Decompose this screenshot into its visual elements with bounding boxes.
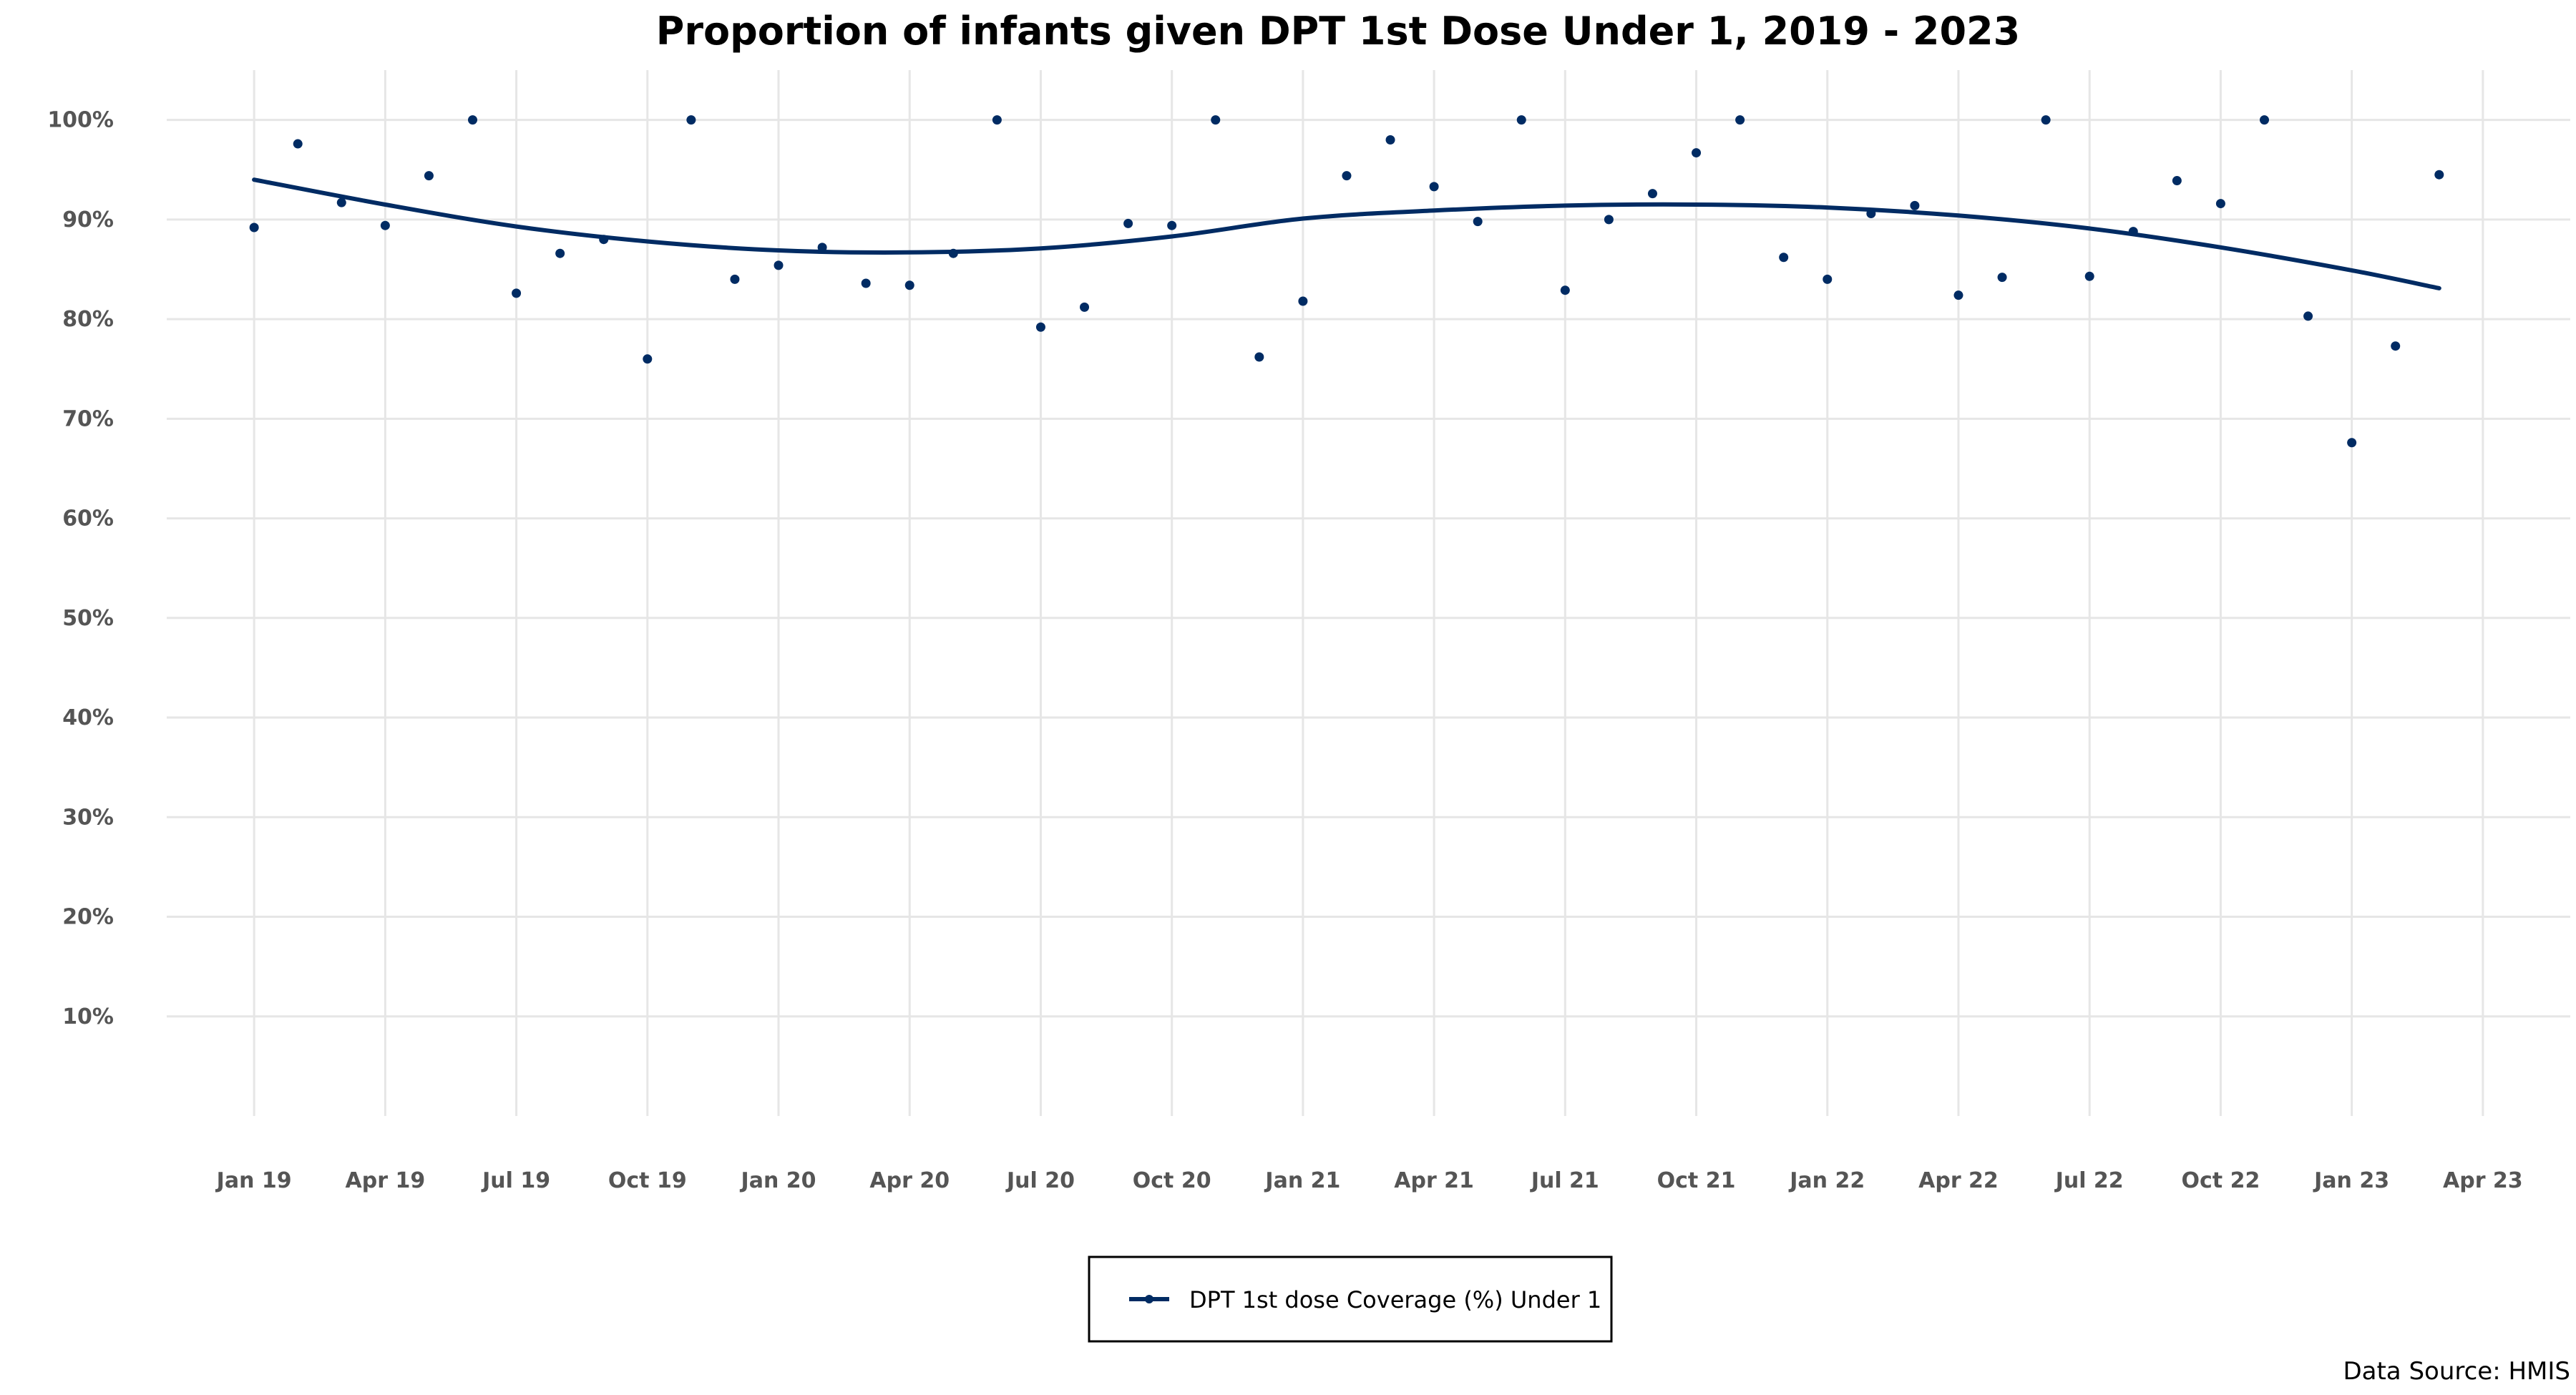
x-tick-label: Apr 21 (1394, 1168, 1474, 1193)
data-point (2391, 341, 2401, 351)
x-tick-label: Oct 19 (608, 1168, 687, 1193)
data-point (1823, 274, 1833, 284)
data-point (1342, 171, 1352, 181)
data-point (1298, 296, 1308, 306)
data-point (1604, 215, 1614, 225)
data-point (1254, 352, 1264, 362)
data-point (774, 260, 784, 270)
x-tick-label: Apr 22 (1918, 1168, 1999, 1193)
data-point (1473, 217, 1483, 227)
data-point (2041, 115, 2051, 125)
y-tick-label: 20% (62, 905, 114, 930)
data-point (1997, 273, 2007, 283)
data-point (2434, 170, 2444, 180)
data-point (1692, 148, 1702, 158)
legend: DPT 1st dose Coverage (%) Under 1 (1088, 1256, 1613, 1343)
legend-series-label: DPT 1st dose Coverage (%) Under 1 (1189, 1286, 1601, 1313)
y-tick-label: 60% (62, 506, 114, 532)
x-tick-label: Jul 19 (481, 1168, 550, 1193)
y-tick-label: 40% (62, 705, 114, 730)
y-tick-label: 80% (62, 307, 114, 332)
data-point (948, 248, 958, 258)
data-point (599, 235, 609, 245)
y-axis-ticks: 10% 20% 30% 40% 50% 60% 70% 80% 90% 100% (47, 108, 114, 1029)
data-point (293, 139, 303, 149)
data-point (1953, 290, 1963, 300)
x-tick-label: Jan 22 (1788, 1168, 1865, 1193)
data-point (817, 243, 827, 253)
x-tick-label: Jul 22 (2054, 1168, 2124, 1193)
x-tick-label: Oct 20 (1133, 1168, 1211, 1193)
x-tick-label: Oct 21 (1657, 1168, 1736, 1193)
data-point (861, 278, 871, 288)
data-point (2259, 115, 2269, 125)
trend-line-group (252, 177, 2441, 290)
data-point (1035, 322, 1045, 332)
y-tick-label: 90% (62, 207, 114, 232)
data-point (1560, 285, 1570, 295)
legend-series-dot-icon (1145, 1295, 1153, 1303)
x-tick-label: Oct 22 (2182, 1168, 2260, 1193)
data-point (1647, 189, 1657, 199)
trend-line (252, 177, 2441, 290)
data-point (686, 115, 696, 125)
x-tick-label: Apr 20 (869, 1168, 950, 1193)
data-point (468, 115, 478, 125)
data-point (424, 171, 434, 181)
data-point (643, 354, 653, 364)
data-points (249, 115, 2444, 448)
data-point (1516, 115, 1526, 125)
data-point (992, 115, 1002, 125)
data-point (2084, 271, 2094, 281)
x-tick-label: Apr 23 (2443, 1168, 2523, 1193)
data-point (512, 288, 522, 298)
data-point (2128, 227, 2138, 237)
data-point (1385, 134, 1395, 145)
data-point (1429, 182, 1439, 192)
data-point (1735, 115, 1745, 125)
y-tick-label: 70% (62, 406, 114, 431)
x-tick-label: Jan 23 (2313, 1168, 2389, 1193)
data-point (1779, 253, 1789, 263)
x-tick-label: Jul 20 (1005, 1168, 1075, 1193)
x-tick-label: Jan 20 (740, 1168, 816, 1193)
data-point (904, 280, 914, 290)
legend-box (1088, 1256, 1613, 1343)
data-point (1211, 115, 1221, 125)
grid (167, 70, 2570, 1116)
y-tick-label: 30% (62, 805, 114, 830)
data-source-caption: Data Source: HMIS (2343, 1357, 2570, 1386)
data-point (2303, 311, 2313, 321)
x-tick-label: Jan 21 (1264, 1168, 1340, 1193)
data-point (730, 274, 740, 284)
data-point (2172, 176, 2182, 186)
data-point (1123, 218, 1133, 228)
data-point (1910, 200, 1920, 210)
x-tick-label: Jan 19 (215, 1168, 292, 1193)
data-point (1080, 302, 1090, 312)
x-axis-ticks: Jan 19 Apr 19 Jul 19 Oct 19 Jan 20 Apr 20 Jul … (215, 1168, 2523, 1193)
y-tick-label: 100% (47, 108, 114, 133)
x-tick-label: Apr 19 (346, 1168, 426, 1193)
y-tick-label: 10% (62, 1004, 114, 1029)
chart-title: Proportion of infants given DPT 1st Dose… (656, 9, 2020, 54)
y-tick-label: 50% (62, 606, 114, 631)
data-point (249, 222, 259, 232)
x-tick-label: Jul 21 (1530, 1168, 1599, 1193)
data-point (555, 248, 565, 258)
data-point (2215, 199, 2225, 209)
data-point (1167, 220, 1177, 230)
data-point (2347, 438, 2357, 448)
data-point (380, 220, 390, 230)
data-point (1866, 209, 1876, 219)
data-point (336, 197, 346, 207)
